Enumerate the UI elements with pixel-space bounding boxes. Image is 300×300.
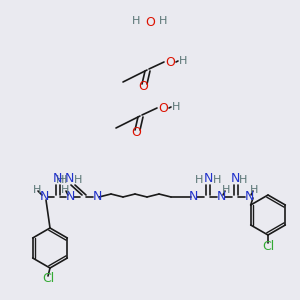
Text: H: H xyxy=(132,16,140,26)
Text: N: N xyxy=(64,172,74,184)
Text: H: H xyxy=(61,185,69,195)
Text: O: O xyxy=(138,80,148,94)
Text: H: H xyxy=(179,56,187,66)
Text: N: N xyxy=(52,172,62,184)
Text: H: H xyxy=(59,175,67,185)
Text: N: N xyxy=(39,190,49,203)
Text: Cl: Cl xyxy=(42,272,54,286)
Text: N: N xyxy=(230,172,240,184)
Text: O: O xyxy=(158,101,168,115)
Text: O: O xyxy=(131,127,141,140)
Text: O: O xyxy=(165,56,175,68)
Text: H: H xyxy=(172,102,180,112)
Text: N: N xyxy=(188,190,198,203)
Text: O: O xyxy=(145,16,155,29)
Text: Cl: Cl xyxy=(262,239,274,253)
Text: H: H xyxy=(222,185,230,195)
Text: N: N xyxy=(244,190,254,203)
Text: H: H xyxy=(239,175,247,185)
Text: H: H xyxy=(33,185,41,195)
Text: N: N xyxy=(216,190,226,203)
Text: H: H xyxy=(213,175,221,185)
Text: H: H xyxy=(159,16,167,26)
Text: H: H xyxy=(250,185,258,195)
Text: N: N xyxy=(65,190,75,203)
Text: H: H xyxy=(195,175,203,185)
Text: N: N xyxy=(92,190,102,203)
Text: H: H xyxy=(56,175,64,185)
Text: N: N xyxy=(203,172,213,184)
Text: H: H xyxy=(74,175,82,185)
